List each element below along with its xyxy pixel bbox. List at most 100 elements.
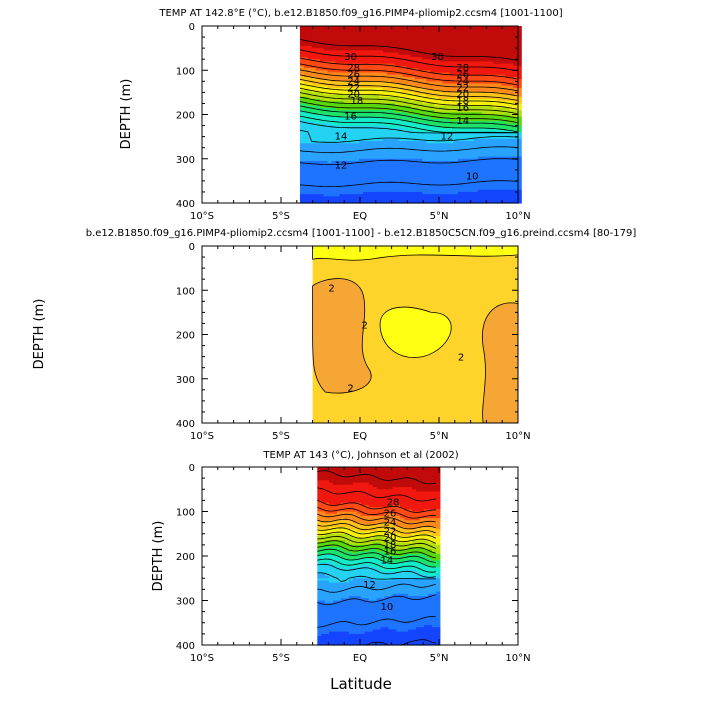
temperature-cell bbox=[406, 96, 412, 100]
y-tick-label: 100 bbox=[176, 66, 195, 77]
temperature-cell bbox=[382, 110, 388, 113]
temperature-cell bbox=[477, 196, 483, 200]
temperature-cell bbox=[311, 156, 317, 160]
temperature-cell bbox=[454, 110, 459, 113]
temperature-cell bbox=[402, 85, 408, 89]
temperature-cell bbox=[359, 50, 364, 54]
temperature-cell bbox=[477, 118, 483, 122]
temperature-cell bbox=[378, 129, 384, 133]
temperature-cell bbox=[410, 180, 416, 184]
temperature-cell bbox=[434, 187, 439, 191]
temperature-cell bbox=[469, 189, 475, 193]
temperature-cell bbox=[351, 112, 356, 116]
temperature-cell bbox=[485, 39, 491, 43]
temperature-cell bbox=[329, 556, 334, 559]
temperature-cell bbox=[477, 52, 483, 56]
temperature-cell bbox=[329, 511, 334, 515]
temperature-cell bbox=[363, 187, 368, 191]
temperature-cell bbox=[517, 54, 522, 58]
temperature-cell bbox=[382, 61, 388, 65]
panel-3: TEMP AT 143 (°C), Johnson et al (2002) 2… bbox=[151, 450, 531, 693]
temperature-cell bbox=[446, 196, 451, 200]
temperature-cell bbox=[321, 598, 326, 602]
temperature-cell bbox=[321, 607, 326, 610]
temperature-cell bbox=[434, 28, 439, 32]
temperature-cell bbox=[406, 28, 412, 32]
temperature-cell bbox=[323, 165, 329, 169]
temperature-cell bbox=[390, 68, 396, 71]
temperature-cell bbox=[438, 65, 443, 69]
temperature-cell bbox=[497, 129, 503, 133]
temperature-cell bbox=[375, 96, 380, 100]
temperature-cell bbox=[418, 34, 424, 38]
temperature-cell bbox=[390, 156, 396, 160]
temperature-cell bbox=[371, 76, 376, 80]
temperature-cell bbox=[299, 138, 305, 142]
temperature-cell bbox=[315, 154, 321, 158]
temperature-cell bbox=[343, 198, 348, 202]
temperature-cell bbox=[319, 143, 325, 147]
temperature-cell bbox=[343, 65, 348, 69]
temperature-cell bbox=[477, 160, 483, 164]
temperature-cell bbox=[430, 72, 435, 76]
temperature-cell bbox=[473, 90, 479, 93]
temperature-cell bbox=[501, 147, 506, 151]
temperature-cell bbox=[375, 87, 380, 91]
temperature-cell bbox=[497, 200, 503, 204]
temperature-cell bbox=[317, 607, 322, 610]
temperature-cell bbox=[347, 94, 352, 98]
temperature-cell bbox=[454, 147, 459, 151]
temperature-cell bbox=[327, 94, 333, 98]
temperature-cell bbox=[438, 167, 443, 171]
temperature-cell bbox=[430, 136, 435, 140]
temperature-cell bbox=[450, 83, 455, 87]
temperature-cell bbox=[418, 56, 424, 60]
temperature-cell bbox=[454, 143, 459, 147]
temperature-cell bbox=[323, 121, 329, 124]
temperature-cell bbox=[493, 26, 499, 29]
temperature-cell bbox=[398, 61, 404, 65]
temperature-cell bbox=[339, 147, 345, 151]
temperature-cell bbox=[398, 68, 404, 71]
temperature-cell bbox=[386, 43, 392, 47]
temperature-cell bbox=[418, 149, 424, 153]
temperature-cell bbox=[465, 158, 471, 162]
temperature-cell bbox=[311, 147, 317, 151]
temperature-cell bbox=[398, 37, 404, 40]
temperature-cell bbox=[477, 39, 483, 43]
temperature-cell bbox=[461, 34, 467, 38]
temperature-cell bbox=[505, 125, 510, 129]
temperature-cell bbox=[390, 198, 396, 202]
temperature-cell bbox=[382, 176, 388, 180]
temperature-cell bbox=[359, 107, 364, 111]
temperature-cell bbox=[343, 154, 348, 158]
temperature-cell bbox=[303, 176, 309, 180]
temperature-cell bbox=[481, 183, 487, 186]
temperature-cell bbox=[347, 32, 352, 36]
temperature-cell bbox=[394, 85, 400, 89]
temperature-cell bbox=[505, 185, 510, 189]
contour-label: 30 bbox=[431, 52, 444, 63]
temperature-cell bbox=[325, 511, 330, 515]
temperature-cell bbox=[489, 39, 495, 43]
temperature-cell bbox=[323, 134, 329, 138]
temperature-cell bbox=[418, 48, 424, 51]
temperature-cell bbox=[410, 70, 416, 74]
temperature-cell bbox=[325, 600, 330, 604]
temperature-cell bbox=[481, 145, 487, 149]
temperature-cell bbox=[355, 99, 360, 102]
temperature-cell bbox=[461, 92, 467, 96]
temperature-cell bbox=[434, 48, 439, 51]
temperature-cell bbox=[410, 147, 416, 151]
temperature-cell bbox=[517, 92, 522, 96]
temperature-cell bbox=[386, 118, 392, 122]
temperature-cell bbox=[390, 87, 396, 91]
temperature-cell bbox=[485, 185, 491, 189]
temperature-cell bbox=[343, 52, 348, 56]
temperature-cell bbox=[477, 37, 483, 40]
temperature-cell bbox=[406, 154, 412, 158]
temperature-cell bbox=[418, 30, 424, 34]
temperature-cell bbox=[402, 107, 408, 111]
temperature-cell bbox=[378, 37, 384, 40]
temperature-cell bbox=[329, 489, 334, 493]
